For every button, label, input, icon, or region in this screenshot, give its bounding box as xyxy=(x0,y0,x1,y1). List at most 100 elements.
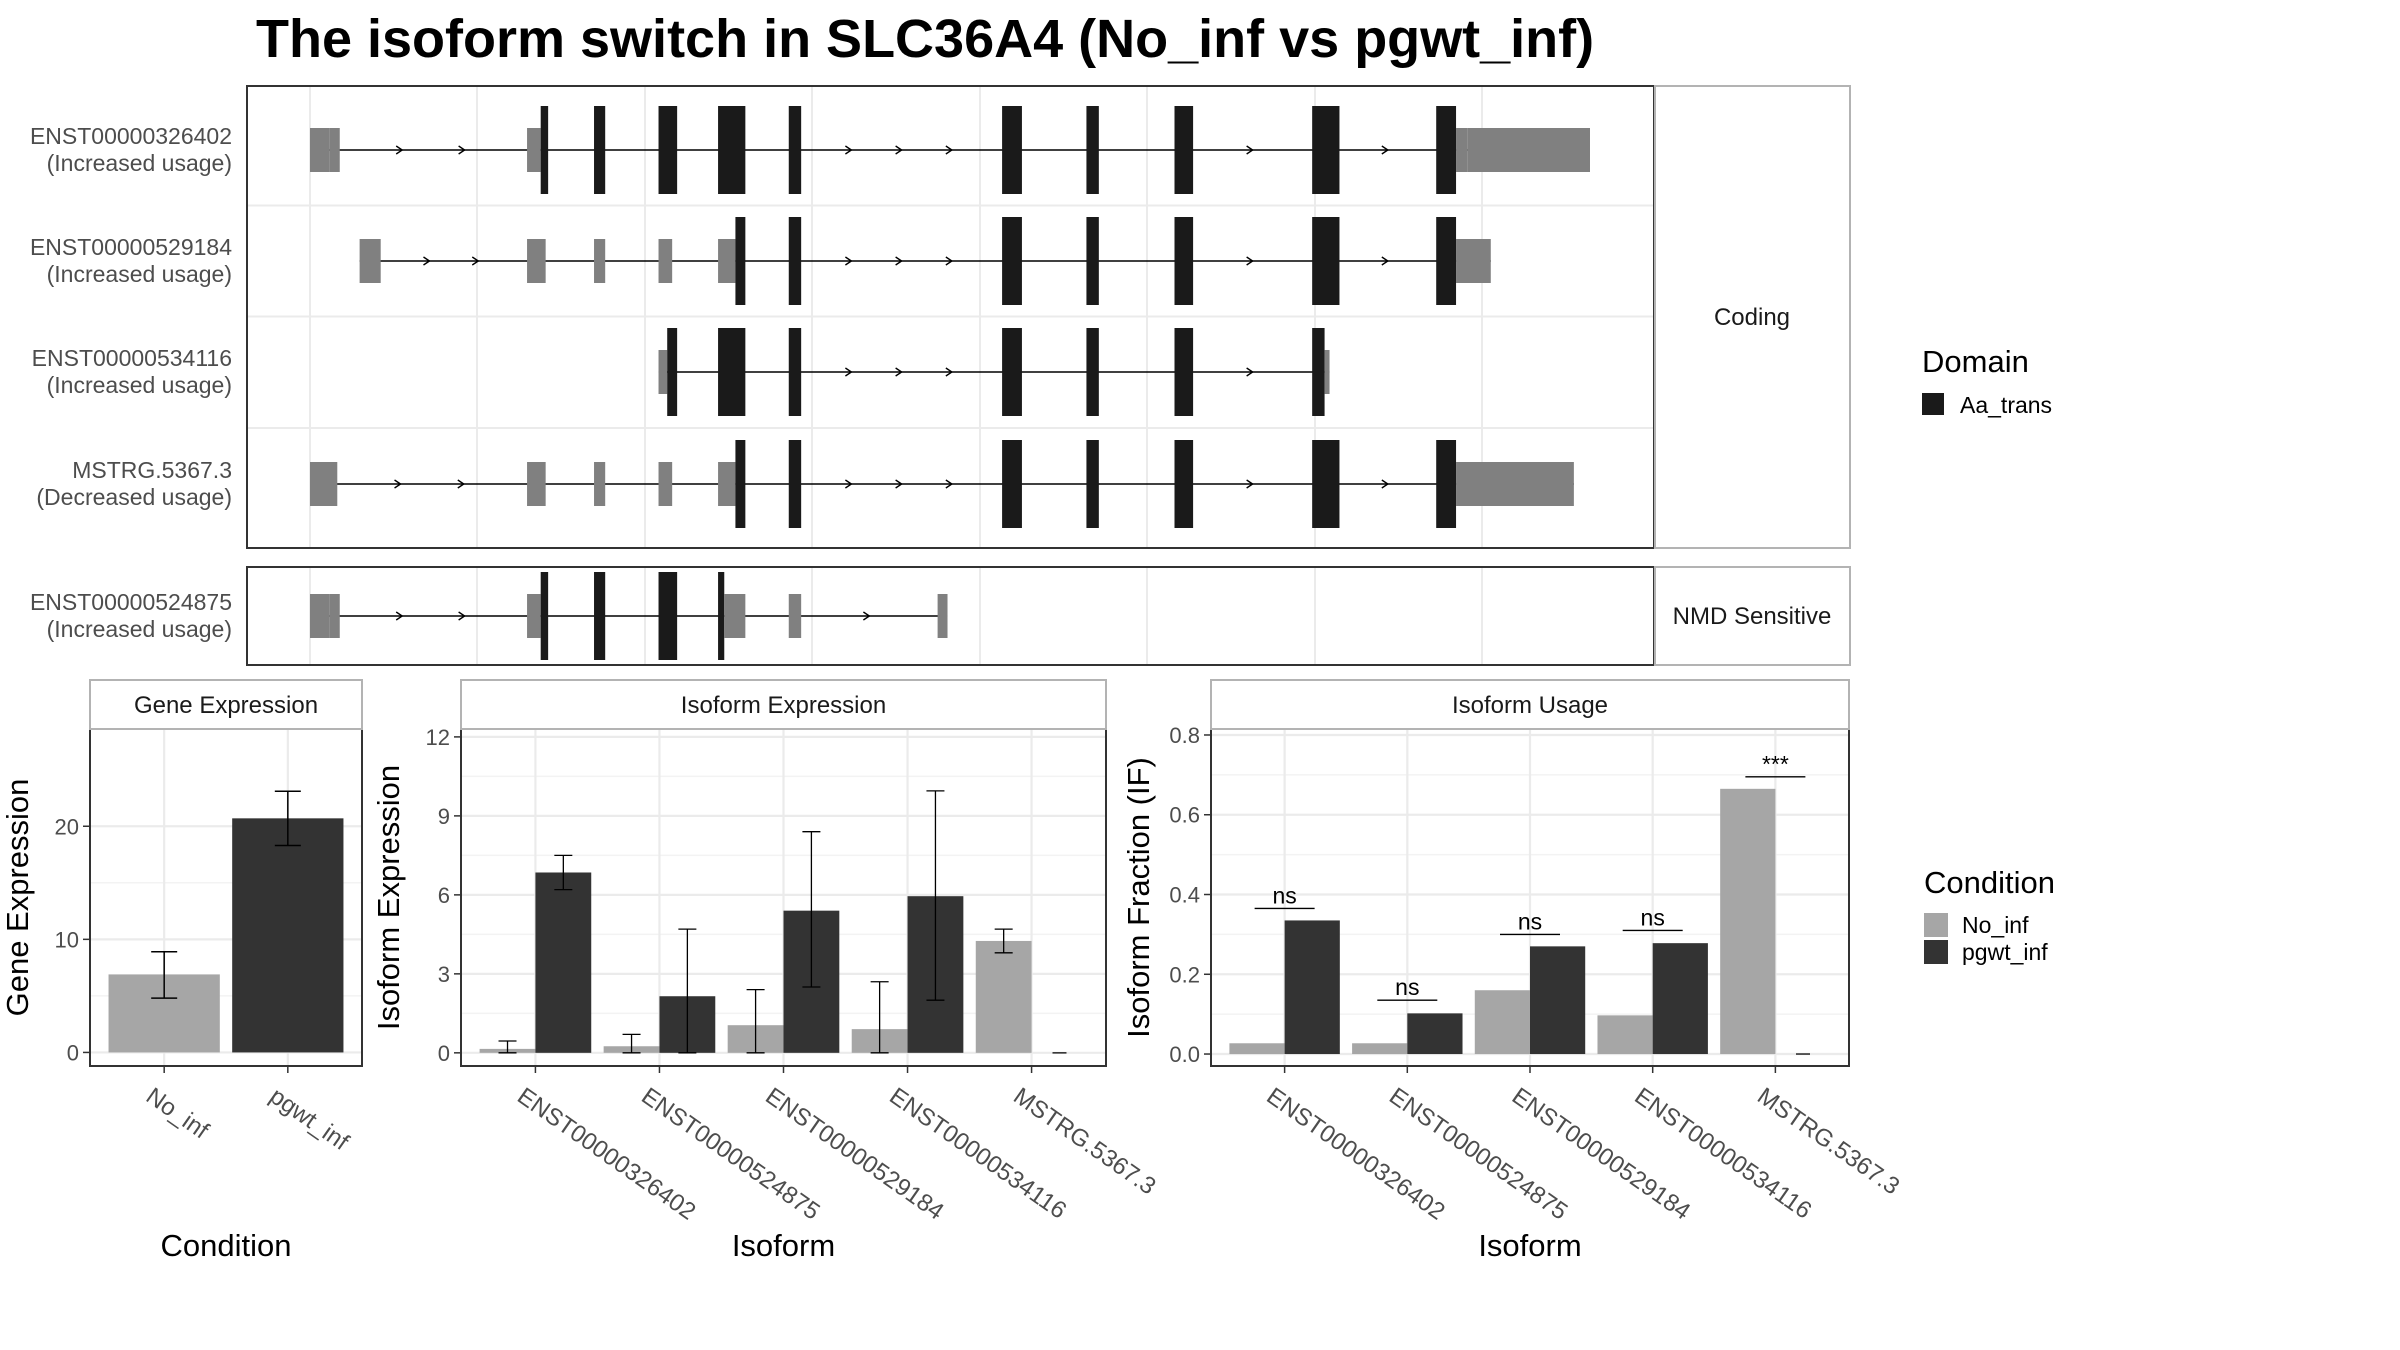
transcript-id-label: ENST00000534116 xyxy=(32,345,232,371)
utr-exon xyxy=(658,462,673,506)
strand-arrow xyxy=(1246,256,1254,266)
strand-arrow xyxy=(945,145,954,155)
strand-arrow xyxy=(895,256,903,266)
x-axis-title: Isoform xyxy=(732,1228,835,1263)
transcript-usage-label: (Decreased usage) xyxy=(36,484,232,510)
cds-exon xyxy=(1086,328,1099,416)
transcript-ENST00000524875 xyxy=(310,572,948,660)
facet-strip xyxy=(460,679,1107,730)
strand-arrow xyxy=(845,479,853,489)
utr-exon xyxy=(594,462,606,506)
cds-exon xyxy=(735,440,746,528)
facet-strip xyxy=(89,679,363,730)
y-tick-label: 9 xyxy=(438,804,450,829)
transcript-usage-label: (Increased usage) xyxy=(47,616,232,642)
y-tick-label: 6 xyxy=(438,883,450,908)
condition-legend-title: Condition xyxy=(1924,865,2055,900)
transcript-ENST00000326402 xyxy=(310,106,1590,194)
cds-exon xyxy=(540,572,549,660)
domain-legend-title: Domain xyxy=(1922,344,2029,379)
facet-strip-label: NMD Sensitive xyxy=(1673,603,1832,630)
facet-strip-label: Isoform Usage xyxy=(1452,692,1608,719)
cds-exon xyxy=(658,106,678,194)
cds-exon xyxy=(1174,106,1194,194)
y-tick-label: 10 xyxy=(55,927,79,952)
cds-exon xyxy=(1436,106,1457,194)
strand-arrow xyxy=(945,479,954,489)
cds-exon xyxy=(1312,217,1340,305)
figure-title: The isoform switch in SLC36A4 (No_inf vs… xyxy=(256,9,1594,69)
utr-exon xyxy=(658,239,673,283)
utr-exon xyxy=(594,239,606,283)
transcript-MSTRG.5367.3 xyxy=(310,440,1574,528)
strand-arrow xyxy=(1246,367,1254,377)
y-tick-label: 0.2 xyxy=(1169,962,1200,987)
facet-strip xyxy=(1210,679,1850,730)
cds-exon xyxy=(788,440,802,528)
bar-pgwt_inf-ENST00000529184 xyxy=(1530,946,1586,1055)
cds-exon xyxy=(540,106,549,194)
strand-arrow xyxy=(845,256,853,266)
significance-label: ns xyxy=(1641,904,1665,930)
utr-exon xyxy=(1456,128,1468,172)
cds-exon xyxy=(1086,440,1099,528)
bar-No_inf-ENST00000326402 xyxy=(1229,1043,1285,1055)
cds-exon xyxy=(718,328,746,416)
utr-exon xyxy=(329,128,340,172)
strand-arrow xyxy=(845,367,853,377)
y-tick-label: 12 xyxy=(426,725,450,750)
cds-exon xyxy=(594,106,606,194)
utr-exon xyxy=(658,350,668,394)
cds-exon xyxy=(1086,106,1099,194)
utr-exon xyxy=(310,128,330,172)
utr-exon xyxy=(718,462,736,506)
utr-exon xyxy=(527,462,546,506)
cds-exon xyxy=(1312,440,1340,528)
y-tick-label: 0 xyxy=(438,1041,450,1066)
facet-strip-label: Coding xyxy=(1714,304,1790,331)
transcript-ENST00000534116 xyxy=(658,328,1330,416)
strand-arrow xyxy=(862,611,871,621)
strand-arrow xyxy=(423,256,431,266)
cds-exon xyxy=(1002,106,1022,194)
utr-exon xyxy=(527,239,546,283)
transcript-ENST00000529184 xyxy=(359,217,1491,305)
transcript-id-label: ENST00000524875 xyxy=(30,589,232,615)
strand-arrow xyxy=(458,145,466,155)
cds-exon xyxy=(718,106,746,194)
strand-arrow xyxy=(945,256,954,266)
utr-exon xyxy=(329,594,340,638)
bar-pgwt_inf-ENST00000326402 xyxy=(535,872,592,1053)
y-tick-label: 0.6 xyxy=(1169,803,1200,828)
bar-No_inf-MSTRG.5367.3 xyxy=(975,940,1032,1053)
y-tick-label: 0.4 xyxy=(1169,883,1200,908)
facet-strip xyxy=(1654,566,1851,666)
cds-exon xyxy=(788,217,802,305)
utr-exon xyxy=(527,594,541,638)
strand-arrow xyxy=(1246,479,1254,489)
transcript-usage-label: (Increased usage) xyxy=(47,150,232,176)
y-axis-title: Isoform Fraction (IF) xyxy=(1121,757,1156,1038)
utr-exon xyxy=(788,594,802,638)
cds-exon xyxy=(788,328,802,416)
strand-arrow xyxy=(945,367,954,377)
strand-arrow xyxy=(395,611,404,621)
x-tick-label: pgwt_inf xyxy=(265,1083,354,1157)
y-tick-label: 20 xyxy=(55,814,79,839)
y-axis-title: Gene Expression xyxy=(0,779,35,1017)
cds-exon xyxy=(1436,440,1457,528)
bar-No_inf-ENST00000534116 xyxy=(1597,1015,1653,1055)
y-tick-label: 0.8 xyxy=(1169,723,1200,748)
strand-arrow xyxy=(457,479,466,489)
bar-pgwt_inf-ENST00000326402 xyxy=(1284,920,1340,1055)
strand-arrow xyxy=(895,145,903,155)
utr-exon xyxy=(359,239,381,283)
cds-exon xyxy=(718,572,725,660)
bar-No_inf-ENST00000529184 xyxy=(1474,990,1530,1055)
condition-legend-label: pgwt_inf xyxy=(1962,939,2048,965)
utr-exon xyxy=(718,239,736,283)
facet-strip xyxy=(1654,85,1851,549)
strand-arrow xyxy=(1381,256,1390,266)
cds-exon xyxy=(1002,328,1022,416)
utr-exon xyxy=(310,462,338,506)
